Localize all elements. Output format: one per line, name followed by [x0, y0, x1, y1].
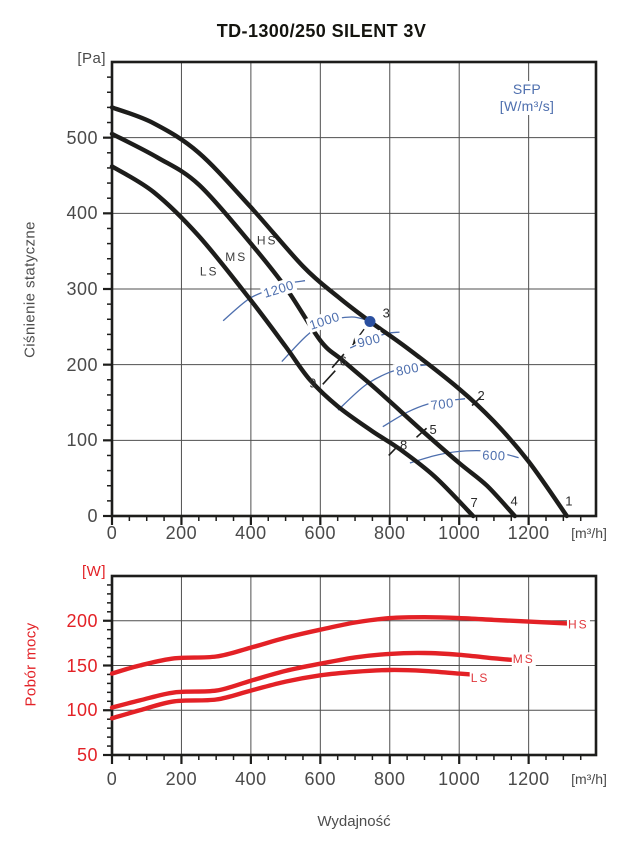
x-tick-label-800: 800 — [373, 523, 406, 543]
power-consumption-curve-label-ls: LS — [469, 671, 491, 686]
y-tick-label-50: 50 — [76, 745, 98, 765]
point-number-label-7: 7 — [470, 494, 478, 510]
y-tick-label-200: 200 — [66, 610, 98, 631]
sfp-legend: SFP [W/m³/s] — [485, 81, 569, 115]
power-consumption-curve-label-hs: HS — [566, 617, 590, 632]
y-tick-label-500: 500 — [66, 127, 98, 148]
y-tick-label-400: 400 — [66, 203, 98, 224]
sfp-legend-line1: SFP — [512, 81, 542, 97]
point-number-label-2: 2 — [477, 388, 485, 404]
power-consumption-curve-label-ms: MS — [511, 652, 536, 667]
point-number-label-8: 8 — [400, 437, 408, 453]
pressure-axis-title: Ciśnienie statyczne — [21, 221, 39, 358]
sfp-legend-line2: [W/m³/s] — [499, 98, 555, 114]
x-tick-label-400: 400 — [235, 769, 267, 789]
point-number-label-6: 6 — [339, 353, 347, 369]
page-title: TD-1300/250 SILENT 3V — [216, 21, 427, 41]
flow-axis-title: Wydajność — [317, 813, 391, 830]
point-number-label-3: 3 — [382, 305, 390, 321]
static-pressure-curve-label-hs: HS — [256, 233, 278, 248]
static-pressure-curve-ls — [109, 164, 476, 519]
power-consumption-plot-border — [110, 574, 598, 757]
y-tick-label-300: 300 — [66, 279, 98, 299]
power-unit-label: [W] — [82, 563, 106, 580]
power-consumption-curve-ms — [109, 650, 517, 710]
sfp-curve-label-600: 600 — [480, 447, 508, 464]
point-6-marker — [331, 353, 345, 369]
static-pressure-curve-label-ms: MS — [225, 250, 248, 265]
x-tick-label-200: 200 — [165, 523, 198, 543]
point-2-marker — [471, 396, 482, 407]
power-consumption-curve-ls — [109, 667, 476, 721]
power-axis-title: Pobór mocy — [22, 622, 40, 707]
x-tick-label-1200: 1200 — [507, 769, 550, 789]
y-tick-label-200: 200 — [66, 354, 98, 375]
x-tick-label-0: 0 — [106, 523, 118, 543]
power-consumption-curve-hs — [109, 615, 569, 676]
y-tick-label-100: 100 — [66, 430, 98, 451]
x-unit-label: [m³/h] — [571, 771, 607, 787]
point-8-marker — [388, 445, 398, 457]
point-5-marker — [415, 427, 428, 438]
point-number-label-5: 5 — [429, 422, 437, 438]
x-tick-label-1000: 1000 — [438, 769, 481, 789]
x-tick-label-400: 400 — [235, 523, 267, 543]
y-tick-label-0: 0 — [87, 506, 98, 526]
operating-point-dot — [364, 316, 376, 328]
static-pressure-curve-label-ls: LS — [199, 264, 219, 279]
point-number-label-9: 9 — [309, 375, 317, 391]
y-tick-label-150: 150 — [66, 655, 98, 676]
point-9-marker — [322, 370, 336, 385]
static-pressure-curve-ms — [109, 131, 517, 519]
static-pressure-curve-hs — [109, 105, 569, 519]
point-number-label-1: 1 — [565, 493, 573, 509]
x-tick-label-1200: 1200 — [507, 523, 550, 543]
x-tick-label-600: 600 — [304, 523, 337, 543]
pressure-unit-label: [Pa] — [77, 50, 106, 67]
x-tick-label-800: 800 — [373, 769, 406, 789]
y-tick-label-100: 100 — [66, 700, 98, 721]
point-number-label-4: 4 — [510, 493, 518, 509]
x-unit-label: [m³/h] — [571, 525, 607, 541]
x-tick-label-1000: 1000 — [438, 523, 481, 543]
x-tick-label-200: 200 — [165, 769, 198, 789]
static-pressure-plot-border — [110, 60, 598, 518]
x-tick-label-0: 0 — [106, 769, 118, 789]
x-tick-label-600: 600 — [304, 769, 337, 789]
